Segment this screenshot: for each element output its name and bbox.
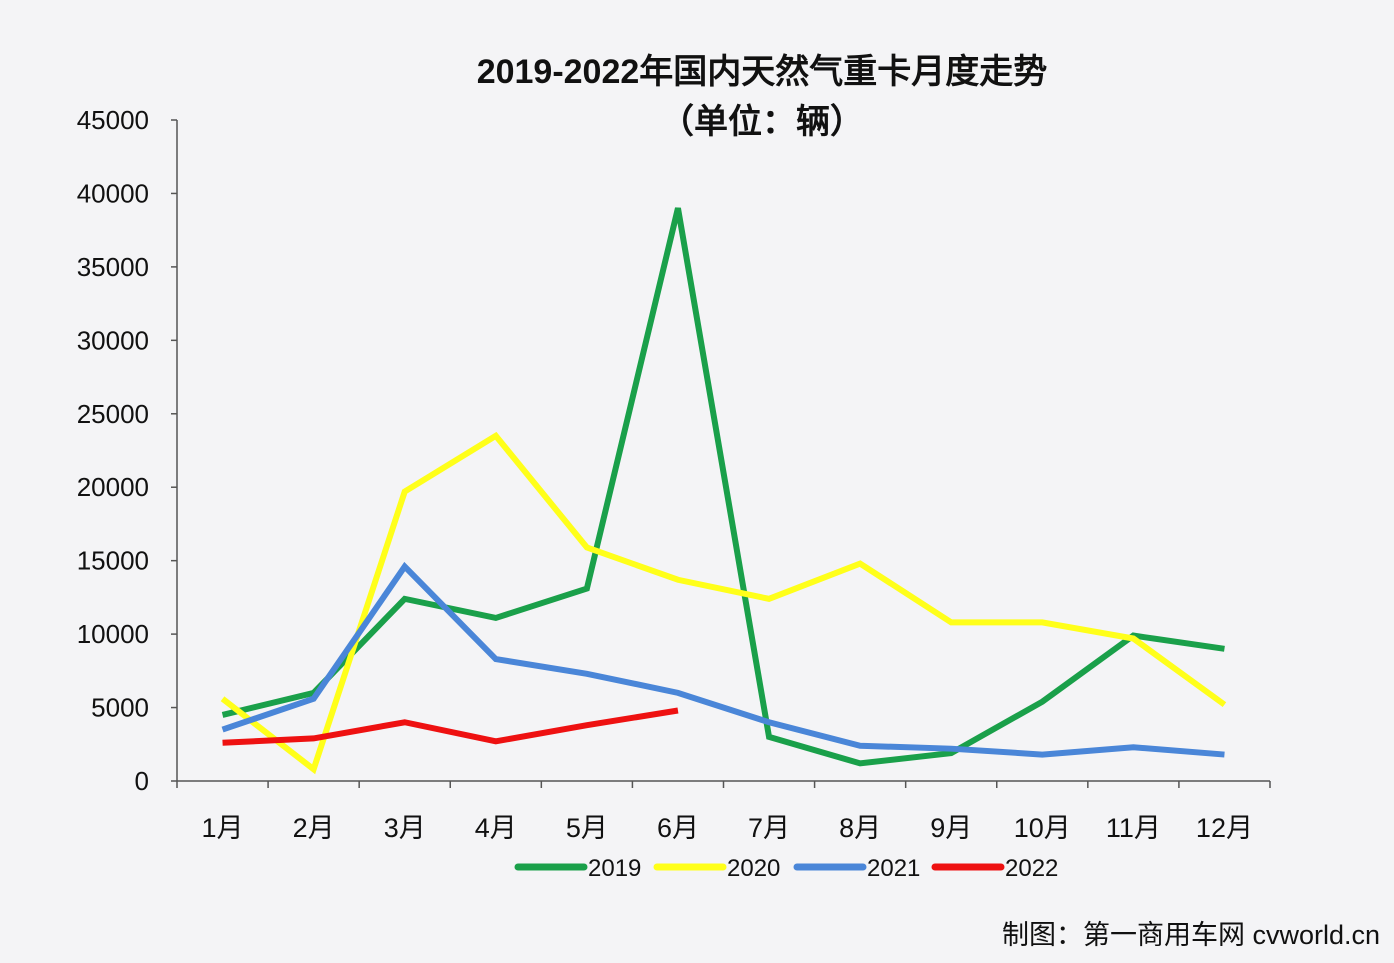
- x-tick-label: 1月: [202, 813, 244, 843]
- legend-label: 2022: [1005, 855, 1058, 882]
- y-tick-label: 20000: [77, 472, 149, 502]
- legend-label: 2021: [867, 855, 920, 882]
- y-tick-label: 5000: [91, 693, 149, 723]
- y-tick-label: 30000: [77, 325, 149, 355]
- y-tick-label: 45000: [77, 105, 149, 135]
- y-tick-label: 35000: [77, 252, 149, 282]
- x-tick-label: 4月: [475, 813, 517, 843]
- x-tick-label: 10月: [1014, 813, 1071, 843]
- y-tick-label: 15000: [77, 546, 149, 576]
- credit-text: 制图：第一商用车网 cvworld.cn: [1002, 920, 1380, 950]
- x-tick-label: 9月: [930, 813, 972, 843]
- y-tick-label: 10000: [77, 619, 149, 649]
- y-tick-label: 40000: [77, 178, 149, 208]
- chart-title: 2019-2022年国内天然气重卡月度走势: [477, 52, 1048, 91]
- y-tick-label: 25000: [77, 399, 149, 429]
- x-tick-label: 2月: [293, 813, 335, 843]
- x-tick-label: 6月: [657, 813, 699, 843]
- legend-label: 2019: [588, 855, 641, 882]
- chart-subtitle: （单位：辆）: [660, 102, 864, 141]
- x-tick-label: 3月: [384, 813, 426, 843]
- x-tick-label: 11月: [1106, 813, 1161, 843]
- x-tick-label: 12月: [1196, 813, 1253, 843]
- y-tick-label: 0: [135, 766, 149, 796]
- legend-label: 2020: [727, 855, 780, 882]
- x-tick-label: 8月: [839, 813, 881, 843]
- x-tick-label: 7月: [748, 813, 790, 843]
- x-tick-label: 5月: [566, 813, 608, 843]
